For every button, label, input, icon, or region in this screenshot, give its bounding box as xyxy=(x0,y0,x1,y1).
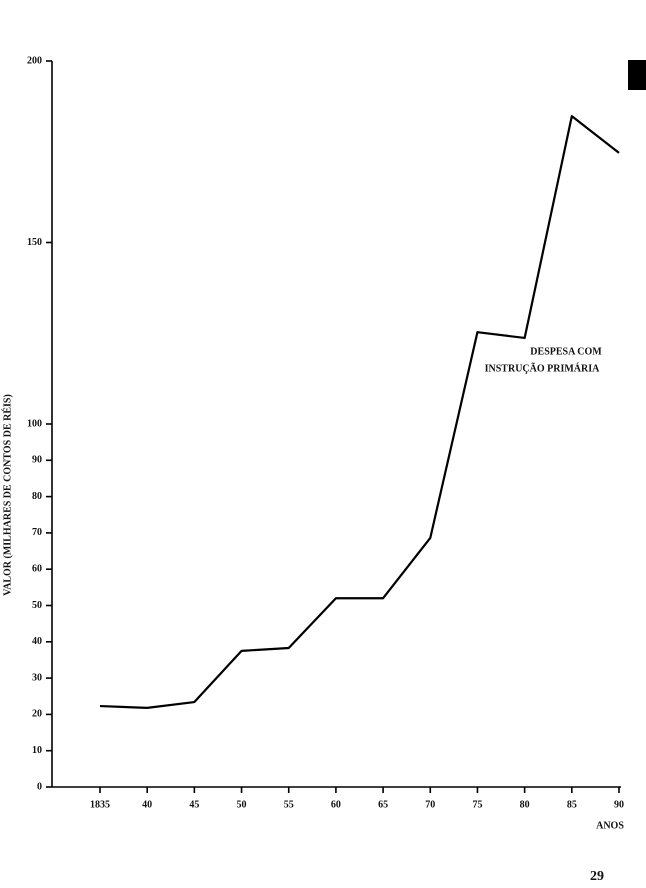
x-tick-label: 85 xyxy=(567,799,577,810)
y-tick-label: 20 xyxy=(32,709,42,720)
annotation: DESPESA COM xyxy=(530,346,602,357)
x-tick-label: 75 xyxy=(472,799,482,810)
y-tick-label: 60 xyxy=(32,563,42,574)
x-tick-label: 65 xyxy=(378,799,388,810)
y-tick-label: 70 xyxy=(32,527,42,538)
scan-mark xyxy=(628,60,646,90)
annotation: INSTRUÇÃO PRIMÁRIA xyxy=(485,362,601,374)
y-tick-label: 100 xyxy=(27,418,42,429)
y-tick-label: 40 xyxy=(32,636,42,647)
x-tick-label: 1835 xyxy=(90,799,110,810)
y-tick-label: 200 xyxy=(27,55,42,66)
x-tick-label: 50 xyxy=(237,799,247,810)
y-tick-label: 30 xyxy=(32,672,42,683)
y-tick-label: 50 xyxy=(32,600,42,611)
data-line xyxy=(99,115,620,709)
x-axis-label: ANOS xyxy=(596,820,624,831)
x-tick-label: 90 xyxy=(614,799,624,810)
page-number: 29 xyxy=(590,869,604,884)
x-tick-label: 40 xyxy=(142,799,152,810)
x-tick-label: 55 xyxy=(284,799,294,810)
y-tick-label: 150 xyxy=(27,237,42,248)
x-tick-label: 70 xyxy=(425,799,435,810)
y-tick-label: 0 xyxy=(37,781,42,792)
y-tick-label: 90 xyxy=(32,455,42,466)
y-tick-label: 80 xyxy=(32,491,42,502)
x-tick-label: 45 xyxy=(189,799,199,810)
y-axis-label: VALOR (MILHARES DE CONTOS DE RÉIS) xyxy=(1,394,13,596)
y-tick-label: 10 xyxy=(32,745,42,756)
x-tick-label: 60 xyxy=(331,799,341,810)
x-tick-label: 80 xyxy=(520,799,530,810)
